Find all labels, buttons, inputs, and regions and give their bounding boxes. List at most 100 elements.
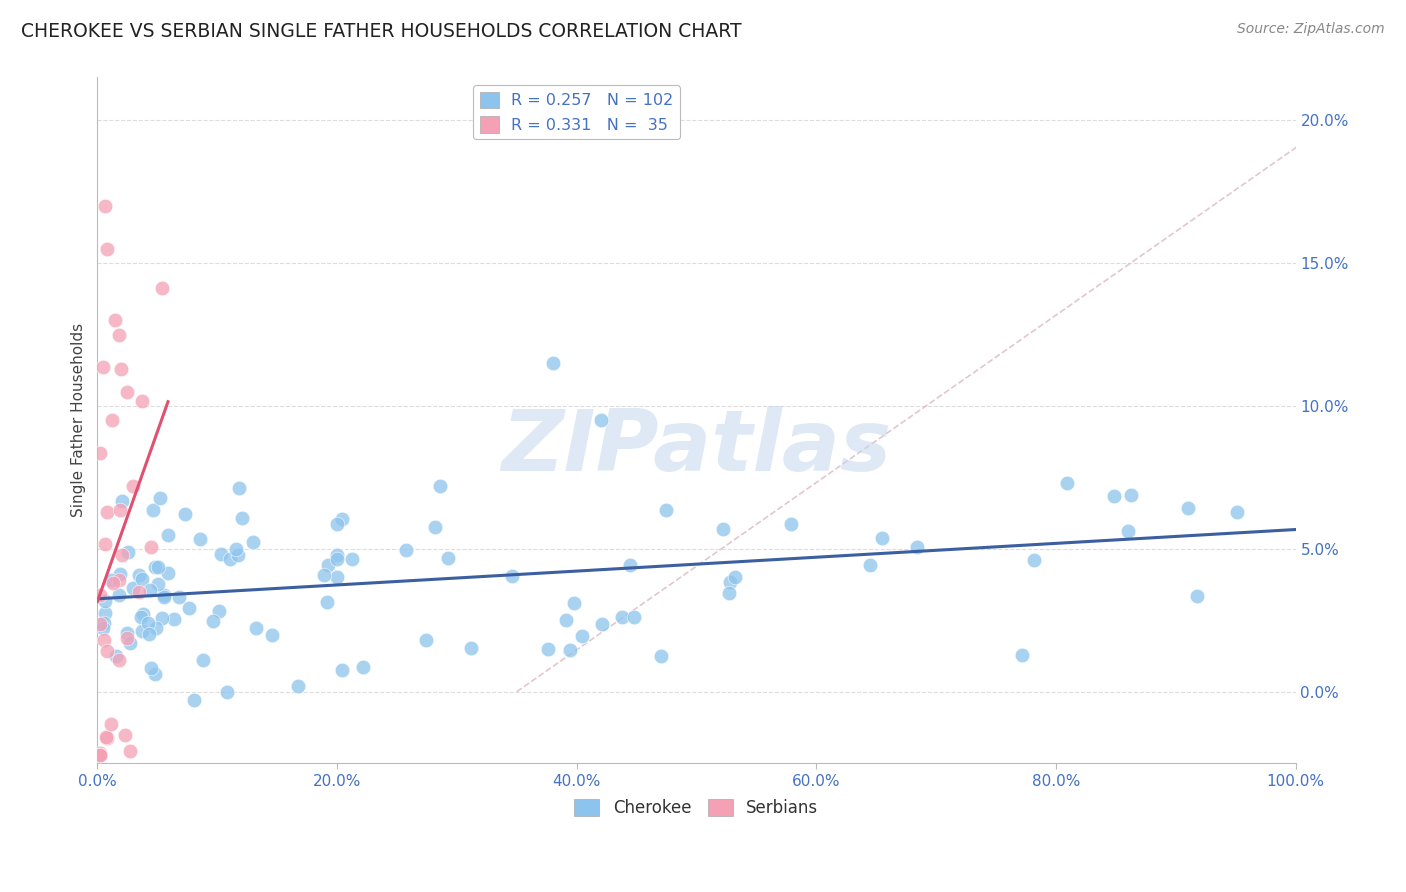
- Point: [228, 481, 250, 495]
- Point: [859, 558, 882, 573]
- Point: [326, 517, 349, 532]
- Point: [589, 413, 612, 427]
- Point: [122, 479, 145, 493]
- Point: [314, 567, 336, 582]
- Point: [117, 545, 139, 559]
- Point: [157, 528, 180, 542]
- Point: [562, 596, 585, 610]
- Point: [93, 615, 115, 630]
- Point: [141, 540, 163, 554]
- Point: [157, 566, 180, 580]
- Point: [117, 384, 139, 399]
- Point: [139, 582, 162, 597]
- Point: [623, 609, 645, 624]
- Point: [128, 584, 150, 599]
- Point: [138, 616, 160, 631]
- Point: [142, 503, 165, 517]
- Point: [183, 693, 205, 707]
- Point: [131, 393, 153, 408]
- Point: [101, 575, 124, 590]
- Point: [89, 747, 111, 762]
- Point: [150, 610, 173, 624]
- Point: [115, 631, 138, 645]
- Point: [242, 534, 264, 549]
- Point: [610, 610, 633, 624]
- Point: [1024, 552, 1046, 566]
- Point: [152, 590, 174, 604]
- Point: [188, 532, 211, 546]
- Point: [162, 612, 184, 626]
- Point: [148, 491, 170, 505]
- Point: [713, 522, 735, 536]
- Point: [128, 568, 150, 582]
- Point: [89, 617, 111, 632]
- Point: [153, 588, 176, 602]
- Point: [326, 570, 349, 584]
- Point: [226, 548, 249, 562]
- Point: [122, 581, 145, 595]
- Legend: Cherokee, Serbians: Cherokee, Serbians: [568, 792, 825, 823]
- Point: [89, 747, 111, 761]
- Point: [110, 567, 132, 582]
- Text: CHEROKEE VS SERBIAN SINGLE FATHER HOUSEHOLDS CORRELATION CHART: CHEROKEE VS SERBIAN SINGLE FATHER HOUSEH…: [21, 22, 742, 41]
- Point: [91, 359, 114, 374]
- Text: Source: ZipAtlas.com: Source: ZipAtlas.com: [1237, 22, 1385, 37]
- Point: [193, 653, 215, 667]
- Point: [395, 543, 418, 558]
- Point: [117, 625, 139, 640]
- Point: [591, 617, 613, 632]
- Point: [108, 588, 131, 602]
- Point: [1185, 590, 1208, 604]
- Point: [105, 648, 128, 663]
- Point: [94, 606, 117, 620]
- Point: [718, 574, 741, 589]
- Point: [287, 680, 309, 694]
- Point: [724, 570, 747, 584]
- Point: [131, 572, 153, 586]
- Point: [352, 660, 374, 674]
- Point: [501, 569, 523, 583]
- Point: [177, 601, 200, 615]
- Point: [143, 560, 166, 574]
- Point: [139, 661, 162, 675]
- Point: [132, 607, 155, 621]
- Point: [114, 728, 136, 742]
- Point: [415, 633, 437, 648]
- Point: [209, 547, 232, 561]
- Point: [110, 362, 132, 376]
- Point: [93, 633, 115, 648]
- Point: [96, 731, 118, 745]
- Point: [89, 446, 111, 460]
- Text: ZIPatlas: ZIPatlas: [502, 406, 891, 489]
- Point: [245, 621, 267, 635]
- Point: [905, 541, 928, 555]
- Point: [201, 614, 224, 628]
- Point: [1102, 489, 1125, 503]
- Point: [1119, 488, 1142, 502]
- Point: [571, 629, 593, 643]
- Point: [111, 548, 134, 562]
- Point: [100, 413, 122, 427]
- Point: [1056, 476, 1078, 491]
- Point: [460, 640, 482, 655]
- Point: [537, 641, 560, 656]
- Point: [1226, 505, 1249, 519]
- Point: [104, 313, 127, 327]
- Point: [100, 717, 122, 731]
- Point: [167, 591, 190, 605]
- Point: [146, 577, 169, 591]
- Point: [93, 621, 115, 635]
- Point: [94, 537, 117, 551]
- Point: [129, 609, 152, 624]
- Y-axis label: Single Father Households: Single Father Households: [72, 323, 86, 517]
- Point: [96, 505, 118, 519]
- Point: [107, 573, 129, 587]
- Point: [96, 242, 118, 256]
- Point: [89, 588, 111, 602]
- Point: [111, 494, 134, 508]
- Point: [326, 549, 349, 563]
- Point: [1011, 648, 1033, 663]
- Point: [429, 479, 451, 493]
- Point: [93, 199, 115, 213]
- Point: [1116, 524, 1139, 539]
